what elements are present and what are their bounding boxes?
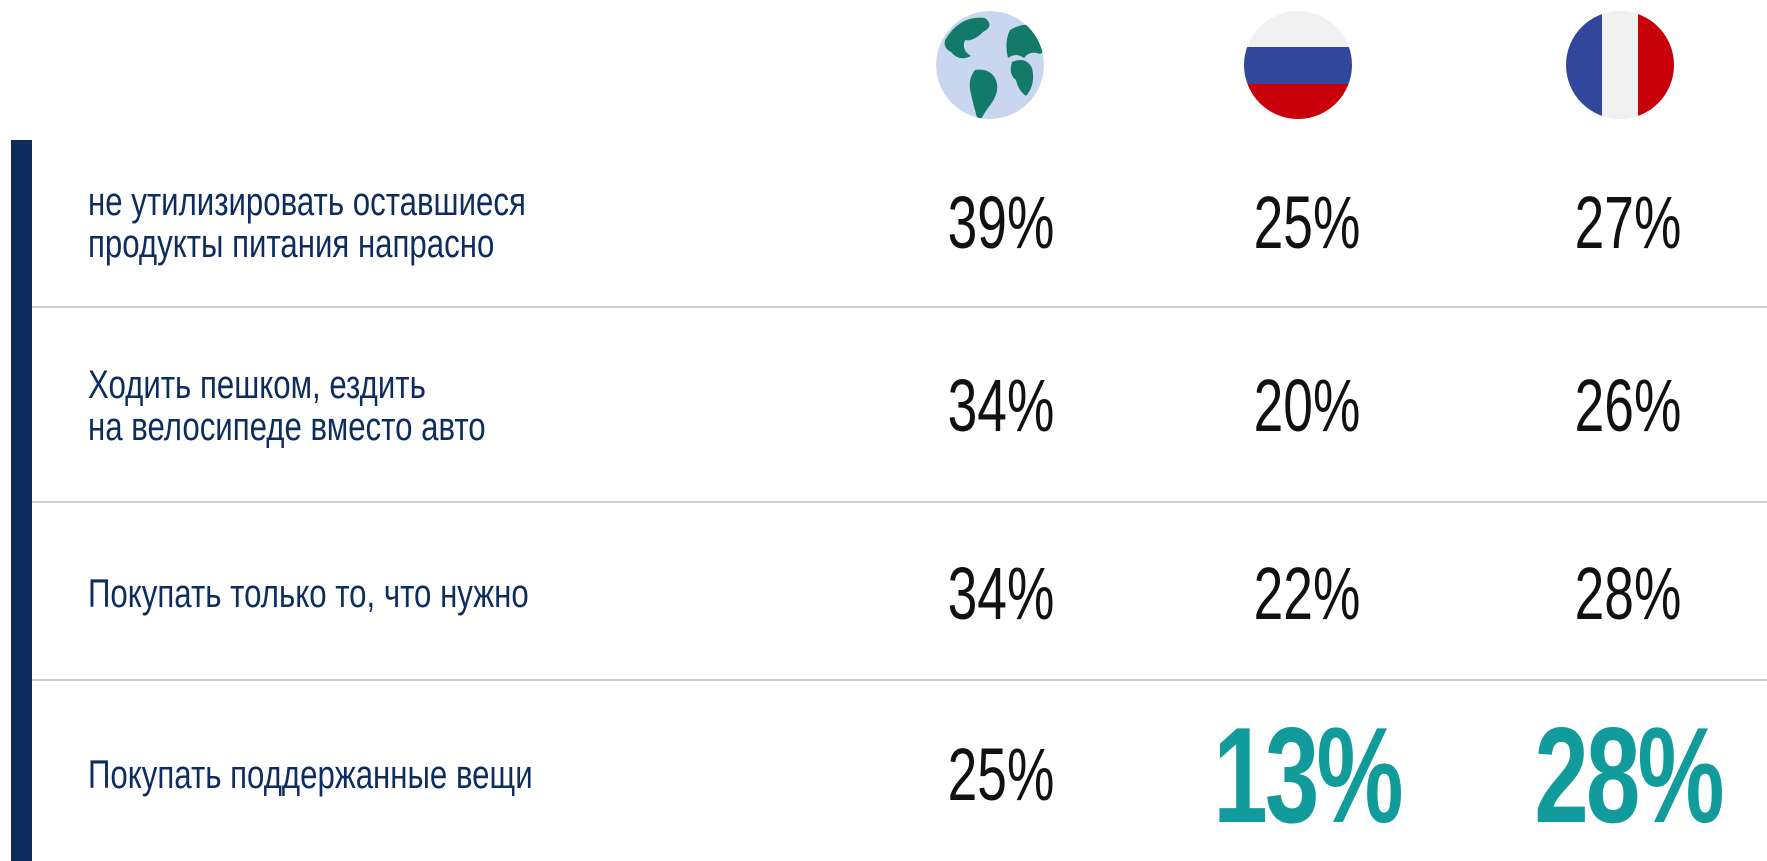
value-cell: 22% — [1253, 552, 1361, 635]
france-flag — [1566, 11, 1674, 119]
label-line: продукты питания напрасно — [88, 222, 495, 266]
row-label: Покупать только то, что нужно — [88, 573, 529, 615]
label-line: на велосипеде вместо авто — [88, 405, 486, 449]
value-cell: 39% — [947, 181, 1055, 264]
value-cell: 27% — [1574, 181, 1682, 264]
row-label: не утилизировать оставшиеся продукты пита… — [88, 181, 526, 265]
value-cell: 34% — [947, 552, 1055, 635]
value-cell: 25% — [1253, 181, 1361, 264]
divider — [32, 306, 1767, 308]
accent-bar — [11, 140, 32, 861]
russia-flag — [1244, 11, 1352, 119]
icons — [936, 11, 1674, 119]
globe-icon — [936, 11, 1044, 119]
divider — [32, 501, 1767, 503]
value-cell: 28% — [1534, 699, 1724, 851]
row-label: Покупать поддержанные вещи — [88, 754, 533, 796]
value-cell: 26% — [1574, 364, 1682, 447]
value-cell: 13% — [1213, 699, 1403, 851]
value-cell: 25% — [947, 733, 1055, 816]
label-line: Покупать поддержанные вещи — [88, 753, 533, 797]
value-cell: 34% — [947, 364, 1055, 447]
label-line: не утилизировать оставшиеся — [88, 180, 526, 224]
divider — [32, 679, 1767, 681]
label-line: Покупать только то, что нужно — [88, 572, 529, 616]
value-cell: 20% — [1253, 364, 1361, 447]
label-line: Ходить пешком, ездить — [88, 363, 426, 407]
row-label: Ходить пешком, ездить на велосипеде вмест… — [88, 364, 486, 448]
value-cell: 28% — [1574, 552, 1682, 635]
